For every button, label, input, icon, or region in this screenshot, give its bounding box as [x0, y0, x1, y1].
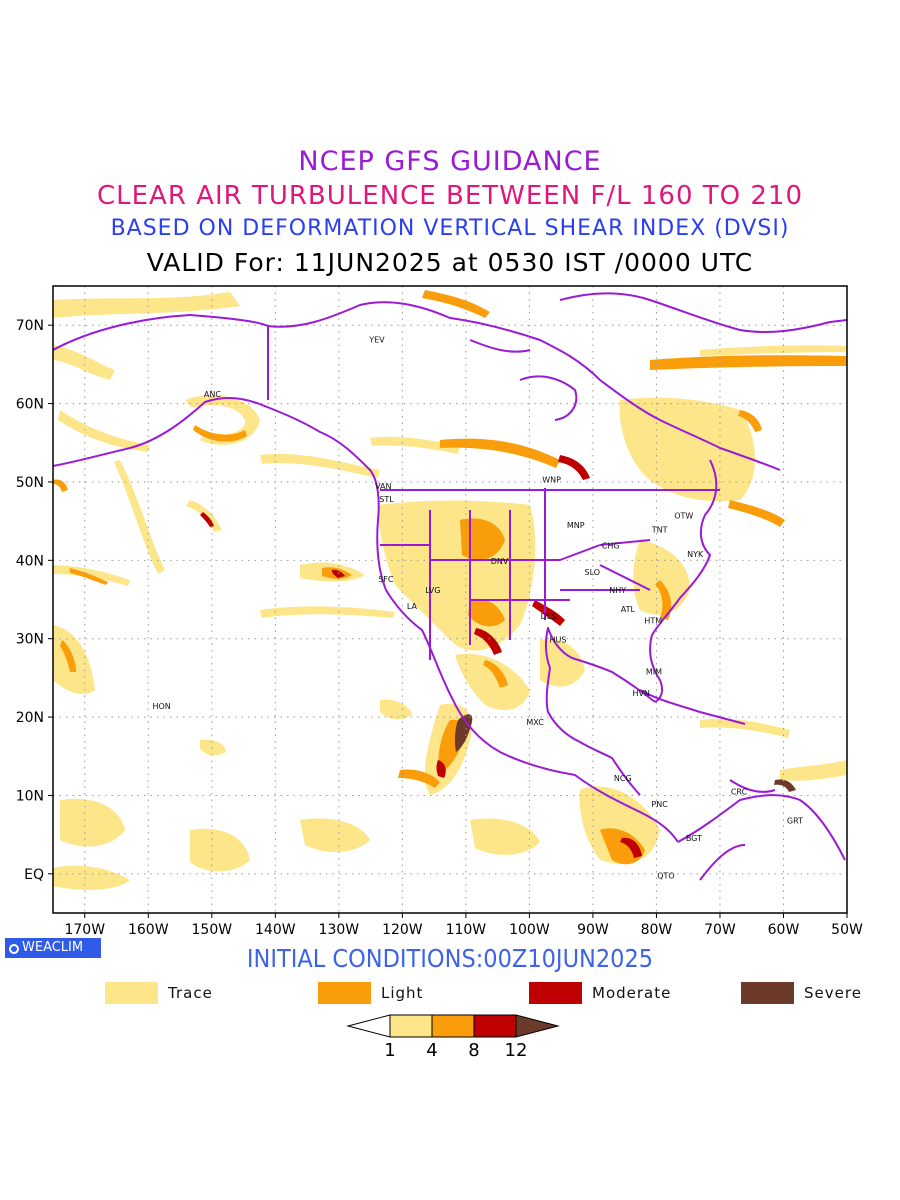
lon-tick-label: 170W	[64, 922, 105, 938]
legend-light-label: Light	[381, 984, 424, 1002]
station-label: HUS	[550, 635, 567, 644]
station-label: CRC	[731, 788, 748, 797]
colorbar-segment	[431, 1014, 475, 1038]
lon-tick-label: 130W	[319, 922, 360, 938]
lon-tick-label: 50W	[831, 922, 863, 938]
turbulence-field	[53, 290, 847, 890]
weaclim-logo: WEACLIM	[5, 938, 101, 958]
station-label: QTO	[657, 871, 674, 880]
colorbar-tick-label: 4	[426, 1040, 437, 1061]
lat-tick-label: 60N	[16, 397, 44, 413]
station-label: HON	[152, 702, 170, 711]
station-label: MIM	[646, 668, 662, 677]
legend-trace-swatch	[105, 982, 158, 1004]
station-label: MXC	[526, 718, 544, 727]
lat-tick-label: 40N	[16, 553, 44, 569]
station-label: LVG	[425, 586, 440, 595]
colorbar-tick-label: 1	[384, 1040, 395, 1061]
graticule	[53, 286, 847, 913]
colorbar-tick-label: 8	[468, 1040, 479, 1061]
station-label: VAN	[375, 482, 391, 491]
station-label: ANC	[204, 390, 221, 399]
lat-tick-label: 10N	[16, 788, 44, 804]
station-label: SFC	[378, 575, 394, 584]
lat-tick-label: 70N	[16, 318, 44, 334]
colorbar: 1 4 8 12	[346, 1014, 560, 1061]
station-label: ATL	[621, 605, 636, 614]
lon-tick-label: 70W	[704, 922, 736, 938]
station-label: CHG	[602, 541, 620, 550]
lon-tick-label: 90W	[577, 922, 609, 938]
legend-severe-swatch	[741, 982, 794, 1004]
station-label: TNT	[651, 526, 668, 535]
title-model: NCEP GFS GUIDANCE	[298, 146, 602, 177]
station-label: YEV	[368, 335, 385, 344]
coastlines	[53, 292, 847, 881]
station-label: WNP	[542, 476, 561, 485]
colorbar-segment-below	[346, 1014, 391, 1038]
station-label: NYK	[687, 550, 704, 559]
initial-conditions: INITIAL CONDITIONS:00Z10JUN2025	[246, 944, 654, 973]
lon-tick-label: 100W	[509, 922, 550, 938]
station-label: PNC	[651, 800, 668, 809]
station-label: STL	[379, 495, 394, 504]
lat-tick-label: 20N	[16, 710, 44, 726]
station-labels: ANC YEV VAN STL WNP MNP TNT OTW CHG NYK DNV SFC LVG S…	[152, 335, 803, 880]
map-axes: 170W 160W 150W 140W 130W 120W 110W 100W 90W 80W 70…	[16, 318, 863, 938]
station-label: GRT	[787, 817, 803, 826]
legend-trace-label: Trace	[168, 984, 213, 1002]
station-label: BGT	[686, 834, 702, 843]
colorbar-segment	[389, 1014, 433, 1038]
lon-tick-label: 60W	[768, 922, 800, 938]
lon-tick-label: 120W	[382, 922, 423, 938]
title-valid-time: VALID For: 11JUN2025 at 0530 IST /0000 U…	[146, 248, 754, 277]
station-label: MNP	[567, 521, 585, 530]
legend-moderate-swatch	[529, 982, 582, 1004]
station-label: LA	[407, 602, 418, 611]
lat-tick-label: EQ	[24, 867, 44, 883]
lon-tick-label: 80W	[641, 922, 673, 938]
station-label: NHY	[609, 586, 626, 595]
colorbar-segment	[473, 1014, 517, 1038]
station-label: DNV	[491, 557, 509, 566]
lon-tick-label: 110W	[446, 922, 487, 938]
station-label: OTW	[674, 512, 693, 521]
legend-severe-label: Severe	[804, 984, 862, 1002]
logo-ring-icon	[9, 944, 19, 954]
lon-tick-label: 150W	[192, 922, 233, 938]
title-method: BASED ON DEFORMATION VERTICAL SHEAR INDE…	[110, 216, 790, 241]
station-label: HVN	[632, 689, 649, 698]
map-frame	[52, 285, 848, 914]
colorbar-tick-label: 12	[505, 1040, 528, 1061]
lon-tick-label: 140W	[255, 922, 296, 938]
colorbar-segment-above	[515, 1014, 560, 1038]
lon-tick-label: 160W	[128, 922, 169, 938]
station-label: DLS	[541, 612, 557, 621]
station-label: HTM	[644, 617, 662, 626]
lat-tick-label: 30N	[16, 632, 44, 648]
legend-moderate-label: Moderate	[592, 984, 672, 1002]
title-product: CLEAR AIR TURBULENCE BETWEEN F/L 160 TO …	[96, 181, 804, 211]
legend-light-swatch	[318, 982, 371, 1004]
logo-text: WEACLIM	[22, 940, 84, 955]
station-label: SLO	[585, 568, 601, 577]
station-label: NCG	[614, 774, 632, 783]
lat-tick-label: 50N	[16, 475, 44, 491]
